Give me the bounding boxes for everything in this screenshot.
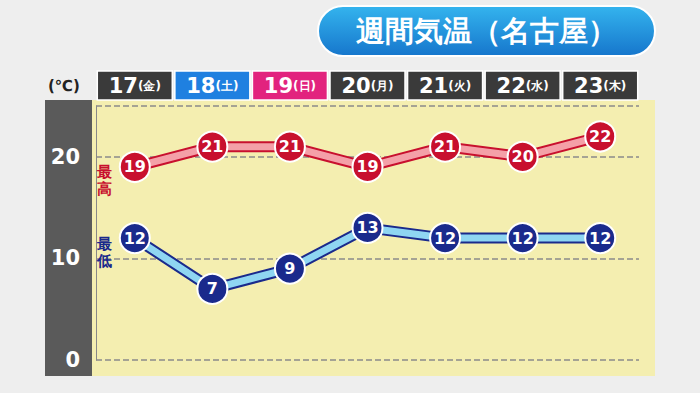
- svg-text:(日): (日): [293, 79, 316, 93]
- svg-text:20: 20: [341, 74, 370, 98]
- svg-text:最: 最: [96, 235, 112, 253]
- svg-text:13: 13: [356, 218, 378, 237]
- svg-text:20: 20: [512, 147, 534, 166]
- svg-text:21: 21: [279, 137, 301, 156]
- svg-text:(木): (木): [603, 79, 626, 93]
- svg-text:最: 最: [96, 163, 112, 181]
- svg-text:12: 12: [434, 229, 456, 248]
- svg-text:12: 12: [512, 229, 534, 248]
- svg-text:21: 21: [419, 74, 448, 98]
- svg-text:高: 高: [97, 180, 112, 198]
- svg-text:週間気温（名古屋）: 週間気温（名古屋）: [356, 14, 617, 48]
- svg-text:低: 低: [96, 252, 112, 270]
- svg-text:(水): (水): [526, 79, 549, 93]
- svg-text:19: 19: [356, 157, 378, 176]
- svg-text:18: 18: [186, 74, 215, 98]
- svg-text:23: 23: [574, 74, 603, 98]
- svg-text:22: 22: [497, 74, 526, 98]
- svg-text:12: 12: [124, 229, 146, 248]
- svg-text:21: 21: [201, 137, 223, 156]
- svg-text:(℃): (℃): [48, 77, 80, 95]
- svg-text:19: 19: [264, 74, 293, 98]
- svg-text:0: 0: [65, 348, 80, 372]
- svg-text:(土): (土): [215, 79, 238, 93]
- svg-text:(金): (金): [138, 79, 161, 93]
- svg-text:20: 20: [51, 145, 80, 169]
- svg-text:12: 12: [589, 229, 611, 248]
- svg-text:19: 19: [124, 157, 146, 176]
- svg-text:21: 21: [434, 137, 456, 156]
- svg-text:9: 9: [284, 259, 295, 278]
- svg-text:10: 10: [51, 246, 80, 270]
- svg-text:17: 17: [109, 74, 138, 98]
- svg-text:7: 7: [207, 279, 218, 298]
- svg-text:(火): (火): [448, 79, 471, 93]
- svg-text:(月): (月): [371, 79, 394, 93]
- svg-text:22: 22: [589, 127, 611, 146]
